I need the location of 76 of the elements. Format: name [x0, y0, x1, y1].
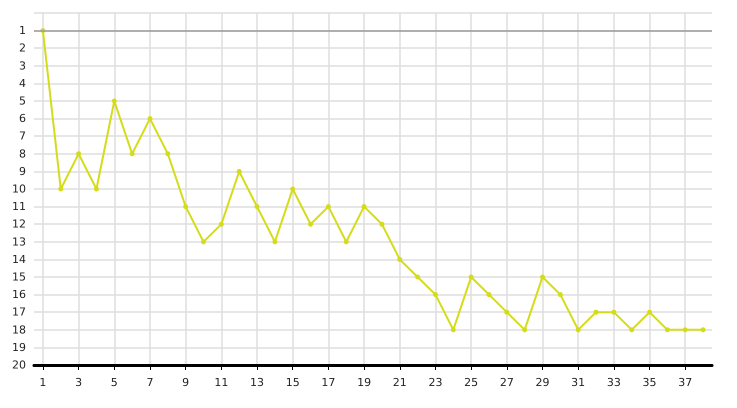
point [504, 310, 510, 315]
point [415, 274, 420, 280]
y-tick-label: 8 [19, 147, 26, 160]
x-tick-label: 21 [392, 376, 407, 389]
y-tick-label: 17 [12, 306, 26, 319]
point [664, 327, 670, 332]
y-tick-label: 3 [19, 59, 26, 72]
point [468, 274, 474, 280]
x-tick-label: 19 [357, 376, 372, 389]
x-tick-label: 23 [428, 376, 442, 389]
point [540, 274, 545, 280]
y-tick-label: 12 [12, 218, 26, 231]
x-tick-label: 9 [182, 376, 190, 389]
x-tick-label: 33 [606, 376, 621, 389]
point [558, 292, 563, 298]
x-tick-label: 35 [642, 376, 657, 389]
point [326, 204, 331, 210]
point [344, 239, 349, 244]
y-tick-label: 15 [12, 270, 26, 284]
x-tick-label: 29 [536, 376, 550, 389]
point [522, 327, 528, 332]
x-tick-label: 13 [250, 376, 264, 389]
y-tick-label: 18 [12, 323, 26, 336]
y-tick-label: 14 [12, 252, 26, 266]
y-tick-label: 20 [12, 358, 26, 372]
y-tick-label: 1 [19, 24, 26, 38]
y-tick-label: 2 [19, 42, 26, 55]
point [308, 222, 314, 227]
y-tick-label: 9 [19, 164, 26, 178]
point [362, 204, 367, 210]
point [611, 310, 616, 315]
point [147, 116, 152, 122]
point [165, 151, 170, 156]
point [236, 168, 242, 174]
point [58, 186, 64, 192]
point [94, 186, 99, 192]
point [130, 151, 135, 156]
point [183, 204, 188, 210]
x-tick-label: 1 [39, 376, 46, 389]
x-tick-label: 25 [464, 376, 478, 389]
point [432, 292, 438, 298]
y-tick-label: 5 [19, 94, 26, 108]
point [201, 239, 206, 244]
point [112, 98, 117, 104]
point [700, 327, 706, 332]
x-tick-label: 27 [500, 376, 514, 389]
y-tick-label: 4 [19, 76, 26, 90]
point [254, 204, 260, 210]
y-tick-label: 13 [12, 235, 26, 248]
point [379, 222, 384, 227]
point [576, 327, 581, 332]
x-tick-label: 7 [146, 376, 154, 389]
y-tick-label: 6 [19, 112, 26, 126]
point [450, 327, 456, 332]
point [594, 310, 599, 315]
y-tick-label: 7 [19, 130, 26, 143]
y-tick-label: 16 [12, 288, 26, 302]
point [272, 239, 278, 244]
point [629, 327, 634, 332]
x-tick-label: 15 [286, 376, 300, 389]
y-tick-label: 19 [12, 340, 26, 354]
point [486, 292, 492, 298]
x-tick-label: 5 [110, 376, 118, 389]
point [397, 256, 402, 262]
point [218, 222, 224, 227]
y-tick-label: 11 [12, 200, 26, 214]
y-tick-label: 10 [12, 182, 26, 196]
point [290, 186, 296, 192]
x-tick-label: 17 [321, 376, 336, 389]
point [682, 327, 688, 332]
point [76, 151, 82, 156]
x-tick-label: 31 [571, 376, 586, 389]
point [647, 310, 652, 315]
x-tick-label: 37 [678, 376, 692, 389]
x-tick-label: 11 [214, 376, 228, 389]
x-tick-label: 3 [75, 376, 82, 389]
